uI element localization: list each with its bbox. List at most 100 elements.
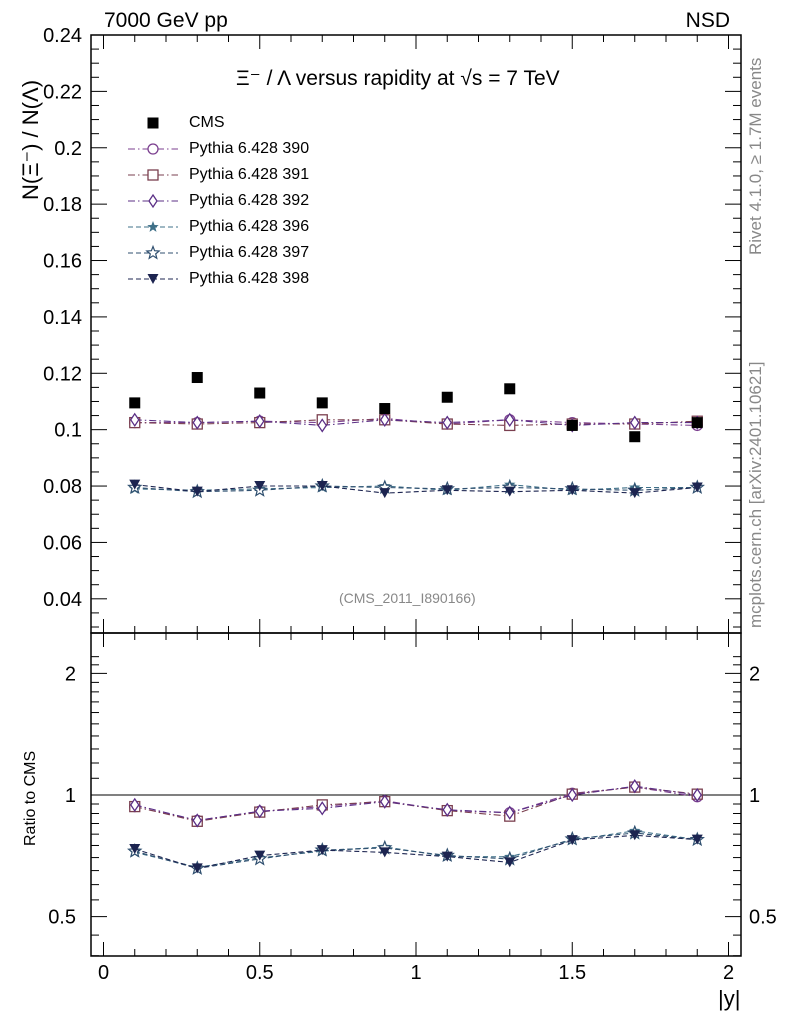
plot-title: Ξ⁻ / Λ versus rapidity at √s = 7 TeV: [236, 67, 560, 90]
y-tick-label: 0.2: [54, 138, 82, 160]
point-pythia-398: [254, 481, 266, 492]
ratio-point-pythia-398: [566, 835, 578, 846]
x-tick-label: 0: [98, 962, 109, 984]
ratio-line-pythia-396: [134, 830, 698, 868]
ratio-point-pythia-398: [441, 851, 453, 862]
point-cms: [316, 397, 328, 409]
legend-marker-pythia-392: [128, 193, 178, 209]
point-pythia-392: [129, 412, 140, 427]
point-cms: [129, 397, 141, 409]
point-pythia-398: [691, 482, 703, 493]
legend-marker-symbol: [148, 193, 158, 209]
legend-marker-cms: [147, 117, 159, 129]
point-cms: [379, 403, 391, 415]
ratio-y-tick-label-right: 0.5: [749, 907, 777, 929]
ratio-point-pythia-392: [692, 787, 703, 803]
ratio-line-pythia-398: [134, 834, 698, 869]
point-cms: [504, 383, 516, 395]
ratio-y-axis-label: Ratio to CMS: [22, 750, 39, 846]
y-axis-label: N(Ξ⁻) / N(Λ): [18, 79, 43, 200]
ratio-y-tick-label: 2: [65, 663, 76, 685]
point-pythia-398: [441, 485, 453, 496]
legend-item-pythia-396: Pythia 6.428 396: [126, 216, 309, 238]
y-tick-label: 0.24: [43, 25, 82, 47]
ratio-y-tick-label: 0.5: [48, 907, 76, 929]
point-cms: [191, 372, 203, 384]
legend-item-pythia-390: Pythia 6.428 390: [126, 138, 309, 160]
process-label: NSD: [685, 9, 730, 32]
point-cms: [254, 387, 266, 399]
ratio-point-pythia-398: [379, 847, 391, 858]
point-cms: [441, 391, 453, 403]
y-tick-label: 0.08: [43, 476, 82, 498]
legend-label-pythia-398: Pythia 6.428 398: [189, 270, 310, 287]
point-cms: [691, 417, 703, 429]
ratio-line-pythia-392: [134, 785, 698, 821]
legend-item-pythia-392: Pythia 6.428 392: [126, 190, 309, 212]
legend-item-cms: CMS: [126, 112, 225, 134]
x-tick-label: 2: [723, 962, 734, 984]
y-tick-label: 0.22: [43, 81, 82, 103]
ratio-line-pythia-397: [134, 832, 698, 869]
energy-label: 7000 GeV pp: [104, 9, 228, 32]
x-tick-label: 1: [410, 962, 421, 984]
ratio-line-pythia-391: [134, 786, 698, 822]
legend-marker-pythia-391: [128, 169, 178, 181]
ratio-point-pythia-398: [129, 843, 141, 854]
legend-marker-pythia-397: [128, 244, 178, 260]
point-pythia-392: [442, 415, 453, 430]
point-cms: [566, 419, 578, 431]
legend-marker-symbol: [147, 169, 159, 181]
point-pythia-398: [191, 486, 203, 497]
point-pythia-392: [629, 415, 640, 430]
legend-marker-symbol: [147, 274, 159, 284]
ratio-point-pythia-398: [316, 845, 328, 856]
legend-marker-pythia-390: [128, 143, 178, 155]
x-tick-label: 1.5: [558, 962, 586, 984]
legend-marker-symbol: [145, 244, 161, 260]
legend-marker-pythia-396: [128, 221, 178, 232]
ratio-line-pythia-390: [134, 786, 698, 821]
legend-label-pythia-390: Pythia 6.428 390: [189, 140, 310, 157]
legend-item-pythia-391: Pythia 6.428 391: [126, 164, 309, 186]
ratio-y-tick-label-right: 1: [749, 785, 760, 807]
mcplots-label: mcplots.cern.ch [arXiv:2401.10621]: [746, 361, 765, 628]
legend-marker-symbol: [147, 117, 159, 129]
ratio-point-pythia-392: [442, 802, 453, 817]
series-line-pythia-392: [134, 419, 698, 426]
analysis-tag: (CMS_2011_I890166): [339, 590, 476, 606]
ratio-point-pythia-392: [379, 794, 390, 809]
legend-item-pythia-397: Pythia 6.428 397: [126, 242, 309, 264]
rivet-label: Rivet 4.1.0, ≥ 1.7M events: [746, 57, 765, 255]
point-pythia-398: [504, 486, 516, 497]
legend-label-cms: CMS: [189, 114, 225, 131]
ratio-y-tick-label: 1: [65, 785, 76, 807]
legend-marker-symbol: [147, 221, 159, 232]
series-line-pythia-397: [134, 485, 698, 493]
y-tick-label: 0.06: [43, 532, 82, 554]
point-pythia-392: [504, 412, 515, 427]
point-cms: [629, 431, 641, 443]
point-pythia-398: [566, 485, 578, 496]
y-tick-label: 0.04: [43, 589, 82, 611]
y-tick-label: 0.14: [43, 307, 82, 329]
ratio-point-pythia-392: [504, 805, 515, 820]
y-tick-label: 0.1: [54, 420, 82, 442]
y-tick-label: 0.12: [43, 363, 82, 385]
ratio-point-pythia-398: [504, 857, 516, 868]
point-pythia-398: [129, 479, 141, 490]
series-line-pythia-391: [134, 419, 698, 426]
ratio-point-pythia-398: [629, 830, 641, 841]
legend-marker-symbol: [147, 143, 159, 155]
legend-item-pythia-398: Pythia 6.428 398: [126, 268, 309, 290]
ratio-point-pythia-392: [129, 797, 140, 813]
legend-label-pythia-397: Pythia 6.428 397: [189, 244, 310, 261]
legend-label-pythia-396: Pythia 6.428 396: [189, 218, 310, 235]
ratio-point-pythia-392: [192, 813, 203, 828]
legend-label-pythia-391: Pythia 6.428 391: [189, 166, 310, 183]
point-pythia-398: [629, 488, 641, 499]
y-tick-label: 0.18: [43, 194, 82, 216]
y-tick-label: 0.16: [43, 251, 82, 273]
ratio-point-pythia-392: [254, 804, 265, 819]
